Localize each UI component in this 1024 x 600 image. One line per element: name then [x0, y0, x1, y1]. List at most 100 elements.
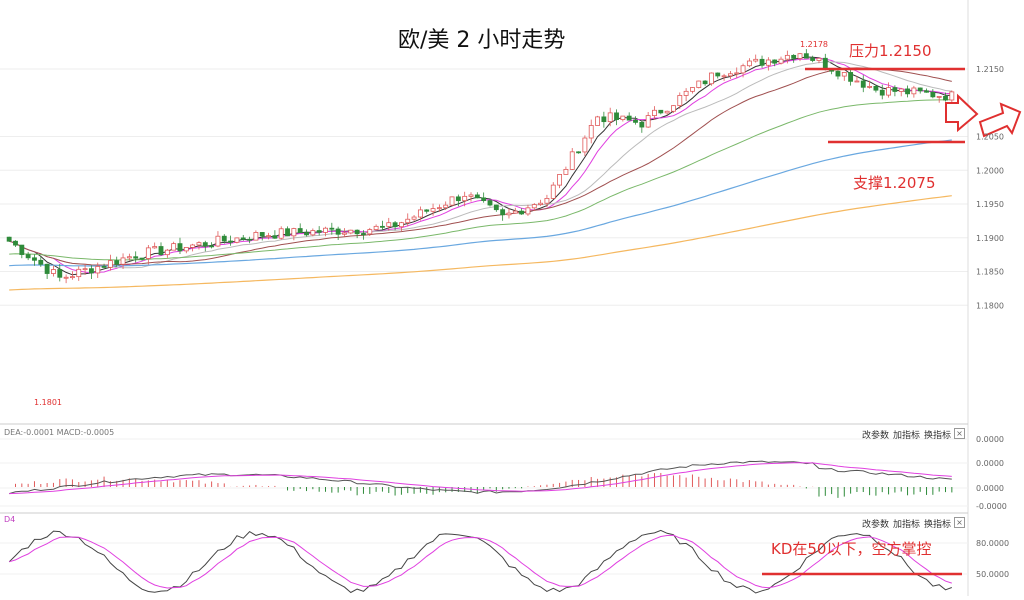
- candle-body: [525, 207, 531, 215]
- kd-edit-params-button[interactable]: 改参数: [862, 520, 890, 530]
- candle-body: [727, 73, 733, 77]
- candle-body: [304, 232, 309, 236]
- price-tick-label: 1.1800: [976, 301, 1004, 310]
- low-price-label: 1.1801: [34, 398, 62, 407]
- candle-body: [38, 259, 44, 265]
- candle-body: [259, 232, 265, 237]
- price-tick-label: 1.2150: [976, 65, 1004, 74]
- candle-body: [930, 91, 936, 98]
- candle-body: [841, 72, 847, 77]
- candle-body: [772, 59, 778, 64]
- candle-body: [911, 87, 917, 95]
- macd-header: DEA:-0.0001 MACD:-0.0005: [4, 428, 115, 437]
- candle-body: [209, 245, 215, 248]
- candle-body: [867, 85, 873, 88]
- candle-body: [436, 207, 442, 210]
- candle-body: [822, 57, 828, 69]
- candle-body: [462, 195, 468, 202]
- ma-line-pink: [9, 57, 952, 274]
- candle-body: [361, 233, 366, 236]
- candle-body: [177, 243, 183, 252]
- candle-body: [145, 247, 151, 259]
- candle-body: [949, 91, 955, 101]
- macd-panel: [9, 460, 953, 498]
- candle-body: [342, 232, 347, 235]
- candle-body: [645, 115, 651, 128]
- ma-line-brown: [9, 67, 952, 266]
- candle-body: [443, 204, 449, 209]
- kd-k-line: [8, 529, 952, 594]
- candle-body: [835, 70, 841, 77]
- candle-body: [19, 244, 25, 255]
- macd-add-indicator-button[interactable]: 加指标: [893, 431, 921, 441]
- candle-body: [70, 276, 75, 279]
- candle-body: [481, 197, 487, 202]
- candle-body: [690, 87, 695, 92]
- kd-header: D4: [4, 515, 16, 524]
- candle-body: [411, 216, 417, 220]
- candle-body: [424, 209, 430, 212]
- candle-body: [506, 212, 512, 216]
- candle-body: [905, 88, 910, 95]
- price-tick-label: 1.2050: [976, 133, 1004, 142]
- macd-edit-params-button[interactable]: 改参数: [862, 431, 890, 441]
- macd-dif-line: [9, 460, 952, 495]
- candle-body: [936, 95, 942, 98]
- price-tick-label: 1.2000: [976, 166, 1004, 175]
- support-label: 支撑1.2075: [853, 174, 936, 192]
- candle-body: [626, 115, 632, 121]
- candle-body: [82, 268, 88, 271]
- candle-body: [152, 246, 158, 249]
- candle-body: [848, 72, 854, 82]
- candle-body: [601, 116, 607, 123]
- candle-body: [474, 194, 480, 199]
- candle-body: [886, 87, 891, 96]
- candle-body: [133, 256, 139, 259]
- candle-body: [544, 197, 550, 204]
- candle-body: [126, 256, 132, 259]
- candle-body: [171, 243, 177, 251]
- candle-body: [398, 222, 404, 228]
- candle-body: [247, 238, 253, 241]
- macd-dea-line: [9, 462, 952, 495]
- candle-body: [576, 151, 581, 154]
- macd-close-icon[interactable]: ×: [954, 428, 965, 439]
- candle-body: [25, 254, 31, 259]
- candle-body: [898, 88, 904, 92]
- macd-switch-indicator-button[interactable]: 换指标: [924, 431, 952, 441]
- kd-panel: [8, 529, 962, 594]
- candle-body: [13, 240, 18, 246]
- candle-body: [253, 232, 259, 241]
- candle-body: [221, 235, 227, 242]
- candle-body: [405, 218, 411, 224]
- kd-switch-indicator-button[interactable]: 换指标: [924, 520, 952, 530]
- ma-line-orange: [9, 195, 952, 291]
- candle-body: [810, 57, 816, 61]
- candle-body: [120, 257, 126, 265]
- candle-body: [715, 72, 721, 77]
- candle-body: [708, 72, 714, 85]
- candle-body: [215, 235, 221, 247]
- candle-body: [335, 228, 341, 235]
- candle-body: [95, 266, 101, 274]
- candle-body: [765, 59, 771, 66]
- candle-body: [633, 119, 638, 123]
- candle-body: [164, 249, 170, 256]
- candle-body: [272, 235, 278, 239]
- candle-body: [879, 89, 885, 96]
- candle-body: [702, 80, 708, 85]
- candle-body: [519, 210, 525, 215]
- ma-line-green: [9, 99, 952, 261]
- ma-line-blue: [9, 139, 952, 267]
- kd-d-line: [9, 534, 952, 589]
- candle-body: [854, 80, 860, 83]
- candle-body: [595, 116, 600, 126]
- candle-body: [51, 269, 56, 274]
- kd-tick-label: 80.0000: [976, 539, 1009, 548]
- kd-close-icon[interactable]: ×: [954, 517, 965, 528]
- kd-add-indicator-button[interactable]: 加指标: [893, 520, 921, 530]
- candle-body: [316, 230, 322, 233]
- macd-tick-label: -0.0000: [976, 502, 1007, 511]
- candle-body: [639, 121, 645, 128]
- candle-body: [468, 194, 474, 197]
